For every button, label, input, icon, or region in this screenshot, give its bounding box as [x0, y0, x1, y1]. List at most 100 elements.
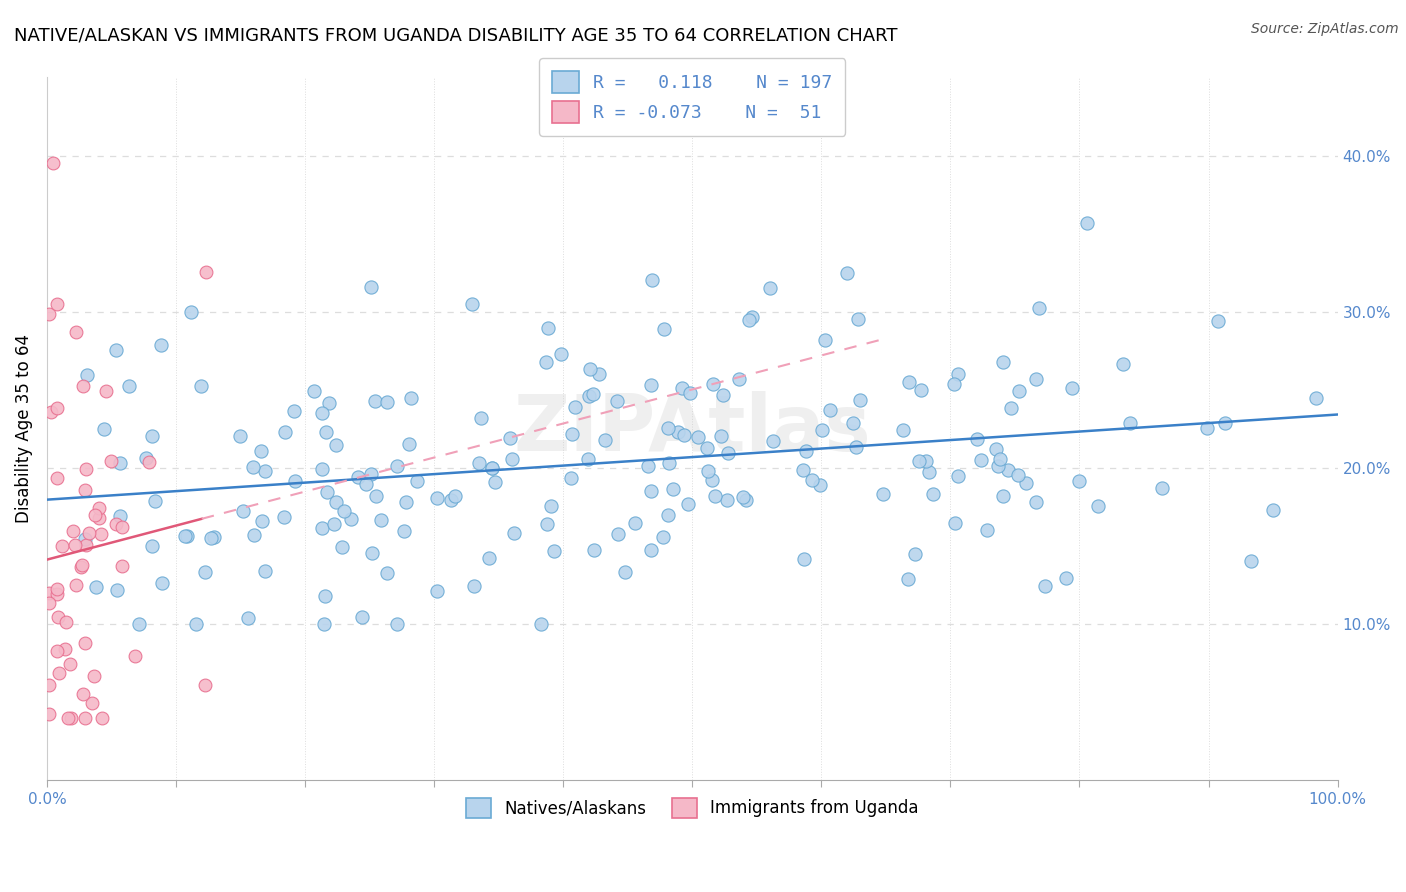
Point — [1025, 372, 1047, 386]
Point — [942, 377, 965, 392]
Point — [104, 516, 127, 531]
Point — [710, 429, 733, 443]
Point — [323, 516, 346, 531]
Point — [325, 438, 347, 452]
Point — [793, 551, 815, 566]
Point — [463, 579, 485, 593]
Point — [93, 422, 115, 436]
Point — [835, 266, 858, 280]
Point — [75, 636, 97, 650]
Point — [82, 696, 104, 710]
Point — [984, 442, 1007, 456]
Point — [108, 456, 131, 470]
Point — [640, 483, 662, 498]
Point — [676, 497, 699, 511]
Point — [46, 297, 69, 311]
Point — [478, 550, 501, 565]
Point — [250, 444, 273, 458]
Point — [987, 459, 1010, 474]
Point — [845, 440, 868, 454]
Point — [1060, 381, 1083, 395]
Point — [606, 394, 628, 409]
Point — [360, 546, 382, 560]
Point — [141, 429, 163, 443]
Point — [184, 617, 207, 632]
Point — [657, 421, 679, 435]
Point — [347, 470, 370, 484]
Point — [232, 504, 254, 518]
Point — [316, 485, 339, 500]
Point — [904, 547, 927, 561]
Point — [38, 596, 60, 610]
Point — [70, 560, 93, 574]
Point — [470, 410, 492, 425]
Point — [808, 477, 831, 491]
Point — [62, 524, 84, 538]
Point — [360, 467, 382, 482]
Point — [385, 459, 408, 474]
Point — [70, 558, 93, 573]
Point — [1119, 416, 1142, 430]
Point — [672, 428, 695, 442]
Point — [1000, 401, 1022, 416]
Point — [637, 459, 659, 474]
Point — [910, 383, 932, 397]
Point — [254, 564, 277, 578]
Point — [537, 321, 560, 335]
Point — [624, 516, 647, 530]
Point — [658, 456, 681, 470]
Point — [560, 471, 582, 485]
Text: ZIPAtlas: ZIPAtlas — [513, 391, 872, 467]
Point — [908, 454, 931, 468]
Point — [38, 706, 60, 721]
Point — [1025, 495, 1047, 509]
Legend: Natives/Alaskans, Immigrants from Uganda: Natives/Alaskans, Immigrants from Uganda — [460, 791, 925, 825]
Point — [96, 384, 118, 398]
Point — [340, 512, 363, 526]
Point — [842, 416, 865, 430]
Point — [51, 540, 73, 554]
Point — [195, 265, 218, 279]
Point — [75, 538, 97, 552]
Point — [704, 489, 727, 503]
Point — [202, 530, 225, 544]
Point — [83, 508, 105, 522]
Point — [792, 463, 814, 477]
Point — [582, 386, 605, 401]
Point — [1305, 391, 1327, 405]
Point — [65, 577, 87, 591]
Point — [576, 451, 599, 466]
Point — [1150, 481, 1173, 495]
Point — [917, 465, 939, 479]
Point — [46, 610, 69, 624]
Point — [1054, 571, 1077, 585]
Point — [38, 586, 60, 600]
Point — [330, 540, 353, 554]
Point — [100, 454, 122, 468]
Text: Source: ZipAtlas.com: Source: ZipAtlas.com — [1251, 22, 1399, 37]
Point — [252, 514, 274, 528]
Point — [72, 379, 94, 393]
Point — [588, 367, 610, 381]
Point — [304, 384, 326, 398]
Point — [897, 572, 920, 586]
Point — [111, 559, 134, 574]
Point — [364, 394, 387, 409]
Point — [364, 489, 387, 503]
Point — [56, 711, 79, 725]
Point — [426, 584, 449, 599]
Point — [1015, 476, 1038, 491]
Point — [702, 377, 724, 392]
Point — [717, 446, 740, 460]
Point — [671, 381, 693, 395]
Point — [762, 434, 785, 448]
Point — [63, 538, 86, 552]
Point — [849, 392, 872, 407]
Point — [543, 544, 565, 558]
Point — [1087, 499, 1109, 513]
Point — [283, 404, 305, 418]
Point — [898, 376, 921, 390]
Point — [87, 500, 110, 515]
Point — [461, 297, 484, 311]
Point — [846, 312, 869, 326]
